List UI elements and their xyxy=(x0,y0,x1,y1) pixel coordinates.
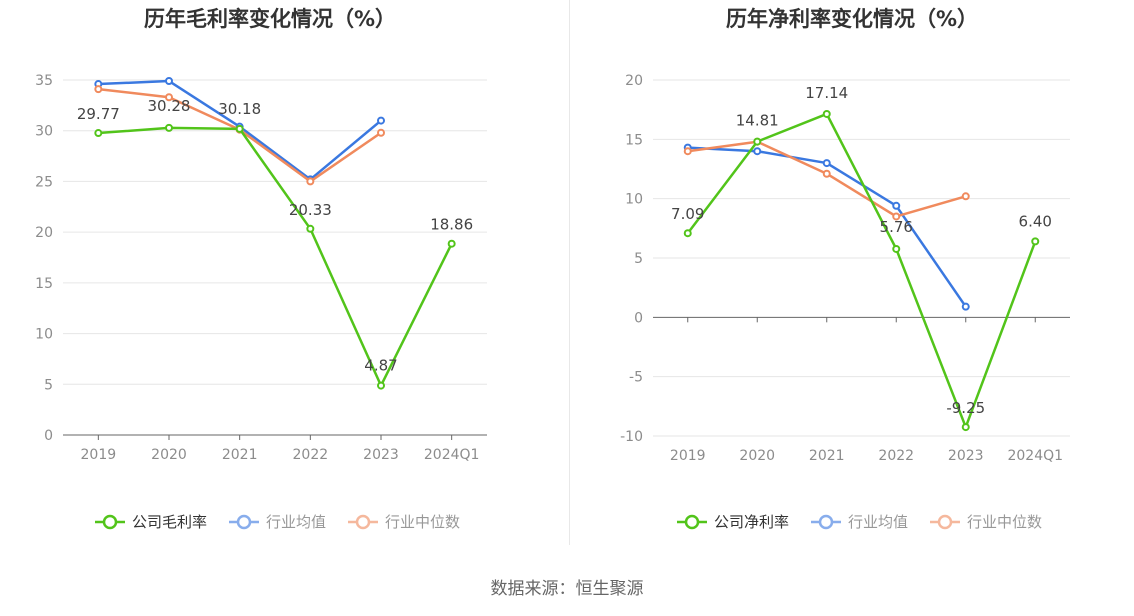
data-point-industry_median xyxy=(961,192,970,201)
y-tick-label: 5 xyxy=(634,251,643,267)
x-tick-label: 2023 xyxy=(363,447,399,463)
x-tick-label: 2024Q1 xyxy=(424,447,480,463)
y-tick-label: -10 xyxy=(620,429,643,445)
gross-margin-chart: 历年毛利率变化情况（%） 0 5 10 15 20 25 30 35 2019 2020 2021 20… xyxy=(35,7,487,531)
legend-item-company: 公司净利率 xyxy=(677,513,789,531)
legend-marker xyxy=(684,514,700,530)
x-tick-label: 2020 xyxy=(739,448,775,464)
data-point-industry_avg xyxy=(753,147,762,156)
legend-label: 公司毛利率 xyxy=(132,513,207,531)
data-label: 30.28 xyxy=(148,97,191,115)
x-tick-label: 2021 xyxy=(222,447,258,463)
data-point-company xyxy=(1031,237,1040,246)
y-tick-label: 35 xyxy=(35,73,53,89)
legend-label: 行业均值 xyxy=(266,513,326,531)
data-point-company xyxy=(94,129,103,138)
legend-item-industry_median: 行业中位数 xyxy=(348,513,460,531)
data-point-industry_median xyxy=(306,177,315,186)
x-tick-label: 2021 xyxy=(809,448,845,464)
y-tick-label: 10 xyxy=(35,327,53,343)
x-tick-label: 2022 xyxy=(293,447,329,463)
data-point-industry_median xyxy=(165,93,173,102)
legend-item-industry_avg: 行业均值 xyxy=(229,513,326,531)
legend-marker xyxy=(102,514,118,530)
y-tick-label: 25 xyxy=(35,174,53,190)
x-tick-label: 2019 xyxy=(81,447,117,463)
legend-marker xyxy=(937,514,953,530)
series-line-company xyxy=(686,112,1037,429)
series-line-company xyxy=(98,126,453,387)
data-label: 29.77 xyxy=(77,105,120,123)
data-point-industry_median xyxy=(683,147,692,156)
data-point-company xyxy=(683,229,692,238)
data-point-industry_avg xyxy=(165,77,173,86)
y-tick-label: 15 xyxy=(625,132,643,148)
data-point-company xyxy=(822,109,831,118)
y-tick-label: 0 xyxy=(44,428,53,444)
legend-label: 公司净利率 xyxy=(714,513,789,531)
data-label: 14.81 xyxy=(736,112,779,130)
data-label: 4.87 xyxy=(364,357,397,375)
data-point-company xyxy=(165,123,173,132)
data-point-company xyxy=(447,239,456,248)
data-point-company xyxy=(961,423,970,432)
data-point-company xyxy=(235,124,244,133)
data-point-industry_median xyxy=(94,85,103,94)
y-tick-label: -5 xyxy=(629,370,643,386)
data-point-company xyxy=(753,137,762,146)
data-label: -9.25 xyxy=(946,399,985,417)
legend-label: 行业均值 xyxy=(848,513,908,531)
legend-marker xyxy=(236,514,252,530)
chart-title: 历年净利率变化情况（%） xyxy=(726,7,978,31)
x-tick-label: 2020 xyxy=(151,447,187,463)
legend-label: 行业中位数 xyxy=(967,513,1042,531)
y-tick-label: 20 xyxy=(625,73,643,89)
data-point-industry_median xyxy=(892,212,901,221)
y-tick-label: 20 xyxy=(35,225,53,241)
data-label: 7.09 xyxy=(671,205,704,223)
data-point-industry_median xyxy=(822,169,831,178)
data-point-industry_median xyxy=(377,128,385,137)
data-label: 30.18 xyxy=(218,100,261,118)
legend-item-industry_median: 行业中位数 xyxy=(930,513,1042,531)
data-label: 6.40 xyxy=(1019,212,1052,230)
data-label: 20.33 xyxy=(289,201,332,219)
legend-marker xyxy=(355,514,371,530)
data-label: 5.76 xyxy=(880,218,913,236)
y-tick-label: 10 xyxy=(625,192,643,208)
data-point-industry_avg xyxy=(822,159,831,168)
x-tick-label: 2023 xyxy=(948,448,984,464)
legend-item-company: 公司毛利率 xyxy=(95,513,207,531)
net-margin-chart: 历年净利率变化情况（%） -10 -5 0 5 10 15 20 2019 2020 2021 202… xyxy=(620,7,1070,531)
chart-title: 历年毛利率变化情况（%） xyxy=(144,7,396,31)
x-tick-label: 2024Q1 xyxy=(1007,448,1063,464)
y-tick-label: 5 xyxy=(44,377,53,393)
x-tick-label: 2019 xyxy=(670,448,706,464)
y-tick-label: 30 xyxy=(35,124,53,140)
data-point-industry_avg xyxy=(377,116,385,125)
data-label: 18.86 xyxy=(430,216,473,234)
y-tick-label: 0 xyxy=(634,310,643,326)
data-label: 17.14 xyxy=(805,84,848,102)
y-tick-label: 15 xyxy=(35,276,53,292)
data-point-company xyxy=(377,381,385,390)
legend-item-industry_avg: 行业均值 xyxy=(811,513,908,531)
data-point-industry_avg xyxy=(961,302,970,311)
legend-marker xyxy=(818,514,834,530)
data-source-note: 数据来源：恒生聚源 xyxy=(490,579,644,599)
panel-divider xyxy=(569,0,570,545)
x-tick-label: 2022 xyxy=(878,448,914,464)
legend-label: 行业中位数 xyxy=(385,513,460,531)
data-point-company xyxy=(306,224,315,233)
data-point-company xyxy=(892,244,901,253)
data-point-industry_avg xyxy=(892,201,901,210)
